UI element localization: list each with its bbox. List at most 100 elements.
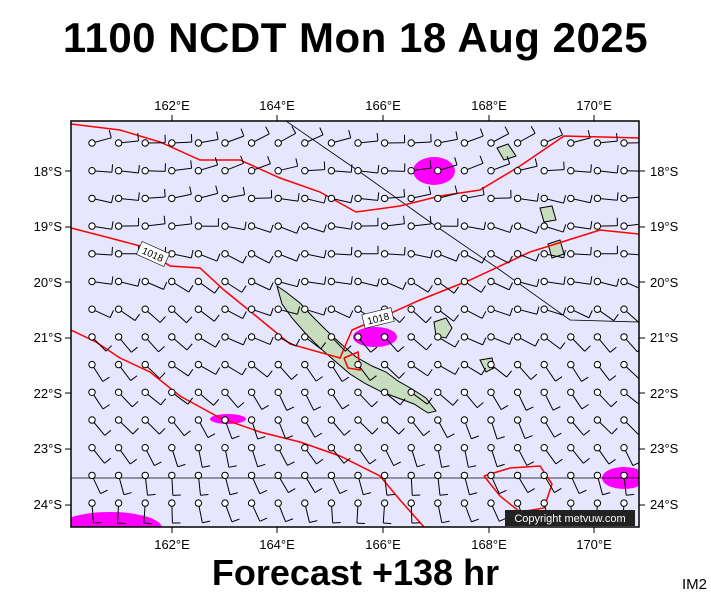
wind-barb-feather xyxy=(642,282,645,289)
wind-barb-feather xyxy=(429,160,432,169)
wind-barb-feather xyxy=(403,188,406,197)
wind-station-marker xyxy=(88,416,96,424)
wind-barb-feather xyxy=(526,461,535,466)
wind-station-marker xyxy=(407,360,415,369)
wind-barb-feather xyxy=(213,314,220,322)
wind-station-marker xyxy=(274,222,282,230)
wind-station-marker xyxy=(247,444,256,452)
wind-barb-feather xyxy=(480,285,486,293)
wind-station-marker xyxy=(460,250,469,258)
wind-station-marker xyxy=(460,194,469,203)
wind-station-marker xyxy=(221,305,229,313)
wind-station-marker xyxy=(487,499,495,507)
lat-label-right: 24°S xyxy=(650,497,679,512)
wind-station-marker xyxy=(247,388,256,396)
wind-station-marker xyxy=(460,388,469,396)
wind-station-marker xyxy=(354,416,362,424)
wind-station-marker xyxy=(247,167,256,175)
wind-station-marker xyxy=(460,444,469,452)
lon-label-bottom: 170°E xyxy=(576,537,612,552)
wind-barb-feather xyxy=(559,342,566,350)
wind-station-marker xyxy=(327,360,336,369)
wind-station-marker xyxy=(567,305,575,313)
lon-label-top: 168°E xyxy=(471,98,507,113)
wind-station-marker xyxy=(88,194,96,203)
wind-station-marker xyxy=(88,305,96,313)
lat-label-left: 24°S xyxy=(34,497,63,512)
wind-station-marker xyxy=(301,499,309,507)
wind-station-marker xyxy=(141,194,149,203)
wind-barb-feather xyxy=(530,126,536,134)
wind-barb-feather xyxy=(555,458,563,465)
wind-station-marker xyxy=(247,222,256,230)
wind-station-marker xyxy=(407,222,415,230)
wind-station-marker xyxy=(114,305,123,313)
wind-station-marker xyxy=(593,277,602,286)
wind-station-marker xyxy=(487,167,495,175)
wind-barb-feather xyxy=(584,345,591,352)
wind-barb-feather xyxy=(536,193,540,202)
isobar xyxy=(71,329,425,527)
wind-barb-feather xyxy=(468,465,477,468)
wind-barb-feather xyxy=(323,307,327,316)
wind-station-marker xyxy=(434,444,442,452)
wind-station-marker xyxy=(407,499,415,507)
image-code: IM2 xyxy=(681,576,707,593)
wind-station-marker xyxy=(513,388,522,396)
wind-station-marker xyxy=(141,471,149,480)
wind-barb-feather xyxy=(287,461,295,466)
wind-barb-feather xyxy=(111,276,114,285)
wind-barb-feather xyxy=(314,432,323,438)
lat-label-left: 19°S xyxy=(34,219,63,234)
wind-barb-feather xyxy=(499,489,507,495)
wind-station-marker xyxy=(327,444,336,452)
wind-station-marker xyxy=(247,333,256,341)
wind-barb-feather xyxy=(229,492,238,496)
wind-station-marker xyxy=(247,416,256,424)
wind-barb-feather xyxy=(320,342,327,350)
wind-barb-feather xyxy=(291,373,298,380)
wind-barb-feather xyxy=(158,346,165,353)
wind-barb-feather xyxy=(242,337,247,346)
wind-barb-feather xyxy=(269,336,274,345)
wind-barb-feather xyxy=(370,346,378,353)
wind-station-marker xyxy=(380,499,389,507)
wind-barb-feather xyxy=(190,215,193,224)
wind-barb-feather xyxy=(313,406,322,411)
wind-barb-feather xyxy=(111,194,114,203)
wind-station-marker xyxy=(301,250,309,258)
wind-barb-feather xyxy=(496,436,505,440)
wind-station-marker xyxy=(221,139,229,147)
wind-barb-feather xyxy=(377,164,380,174)
wind-station-marker xyxy=(620,388,628,396)
wind-barb-feather xyxy=(216,131,219,140)
wind-station-marker xyxy=(141,277,149,286)
wind-station-marker xyxy=(434,388,442,396)
wind-barb-feather xyxy=(202,520,211,524)
wind-station-marker xyxy=(194,388,203,396)
wind-barb-feather xyxy=(393,461,401,467)
wind-barb-feather xyxy=(164,188,166,198)
wind-barb-feather xyxy=(441,465,450,468)
wind-barb-feather xyxy=(469,492,478,496)
wind-barb-feather xyxy=(441,520,450,524)
wind-station-marker xyxy=(434,416,442,424)
wind-barb-feather xyxy=(323,249,327,258)
wind-barb-feather xyxy=(430,249,433,259)
wind-barb-feather xyxy=(259,517,268,522)
wind-station-marker xyxy=(540,167,548,175)
wind-barb-feather xyxy=(132,427,139,435)
wind-station-marker xyxy=(354,499,362,507)
wind-station-marker xyxy=(301,416,309,424)
wind-barb-feather xyxy=(259,489,268,495)
wind-barb-feather xyxy=(268,255,274,264)
wind-station-marker xyxy=(114,139,123,147)
wind-station-marker xyxy=(460,139,469,147)
wind-station-marker xyxy=(460,305,469,313)
wind-station-marker xyxy=(434,139,442,147)
wind-barb-feather xyxy=(535,225,540,234)
wind-station-marker xyxy=(593,471,602,480)
boundary-line xyxy=(285,121,639,323)
wind-barb-feather xyxy=(332,522,341,524)
wind-barb-feather xyxy=(454,185,458,194)
